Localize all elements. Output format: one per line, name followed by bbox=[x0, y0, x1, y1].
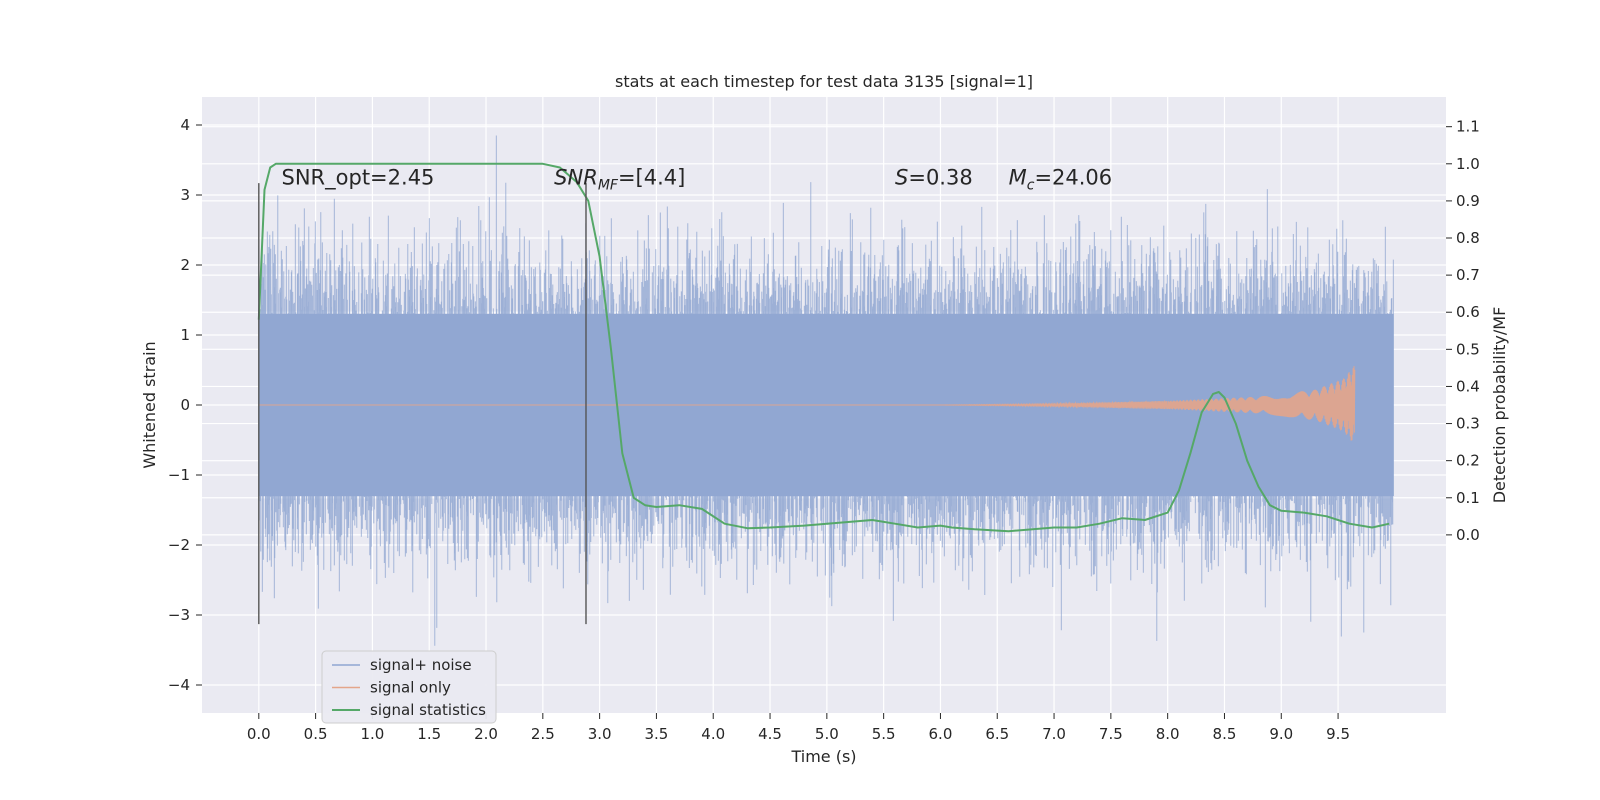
x-tick-label: 1.0 bbox=[360, 725, 384, 743]
y-right-tick-label: 0.2 bbox=[1456, 452, 1480, 470]
annotation-part: =24.06 bbox=[1034, 166, 1112, 190]
signal-only-series bbox=[258, 366, 1356, 441]
x-tick-label: 3.5 bbox=[644, 725, 668, 743]
x-tick-label: 2.5 bbox=[531, 725, 555, 743]
legend-label: signal only bbox=[370, 679, 451, 697]
y-right-tick-label: 0.9 bbox=[1456, 192, 1480, 210]
y-right-tick-label: 0.1 bbox=[1456, 489, 1480, 507]
annotation-text: Mc=24.06 bbox=[1009, 166, 1113, 194]
annotation-part: SNR_opt=2.45 bbox=[282, 166, 435, 191]
x-tick-label: 0.0 bbox=[247, 725, 271, 743]
x-tick-label: 8.0 bbox=[1156, 725, 1180, 743]
chart-title: stats at each timestep for test data 313… bbox=[615, 72, 1033, 91]
legend: signal+ noise signal only signal statistic… bbox=[321, 650, 497, 724]
legend-label: signal+ noise bbox=[370, 656, 472, 674]
y-right-tick-label: 0.6 bbox=[1456, 303, 1480, 321]
annotation-part: =0.38 bbox=[908, 166, 972, 190]
x-tick-label: 0.5 bbox=[304, 725, 328, 743]
annotation-part: MF bbox=[598, 178, 619, 194]
x-tick-label: 6.0 bbox=[929, 725, 953, 743]
x-tick-label: 8.5 bbox=[1213, 725, 1237, 743]
y-tick-label: 2 bbox=[180, 256, 190, 274]
x-tick-label: 9.5 bbox=[1326, 725, 1350, 743]
y-tick-label: 3 bbox=[180, 186, 190, 204]
annotation-text: SNR_opt=2.45 bbox=[282, 166, 435, 191]
y-tick-label: 4 bbox=[180, 116, 190, 134]
x-axis-label: Time (s) bbox=[790, 747, 856, 766]
y-right-tick-label: 0.8 bbox=[1456, 229, 1480, 247]
x-tick-label: 5.0 bbox=[815, 725, 839, 743]
x-tick-label: 1.5 bbox=[417, 725, 441, 743]
annotation-part: SNR bbox=[554, 166, 598, 190]
vertical-lines bbox=[258, 183, 587, 625]
x-tick-label: 9.0 bbox=[1269, 725, 1293, 743]
x-tick-label: 4.0 bbox=[701, 725, 725, 743]
tick-labels: 0.0 0.5 1.0 1.5 2.0 2.5 3.0 3.5 4.0 4.5 5.0 5.5 6.0 6… bbox=[168, 116, 1480, 743]
x-tick-label: 6.5 bbox=[985, 725, 1009, 743]
y-right-tick-label: 1.1 bbox=[1456, 118, 1480, 136]
x-tick-label: 7.5 bbox=[1099, 725, 1123, 743]
y-right-tick-label: 0.7 bbox=[1456, 266, 1480, 284]
annotation-part: M bbox=[1009, 166, 1027, 190]
x-tick-label: 5.5 bbox=[872, 725, 896, 743]
series-layer bbox=[257, 135, 1394, 646]
y-right-tick-label: 0.3 bbox=[1456, 415, 1480, 433]
y-axis-right-label: Detection probability/MF bbox=[1490, 307, 1509, 504]
annotation-text: SNRMF=[4.4] bbox=[554, 166, 685, 194]
annotation-part: c bbox=[1027, 178, 1035, 194]
x-tick-label: 3.0 bbox=[588, 725, 612, 743]
y-right-tick-label: 0.4 bbox=[1456, 377, 1480, 395]
y-right-tick-label: 0.5 bbox=[1456, 340, 1480, 358]
y-axis-label: Whitened strain bbox=[140, 341, 159, 468]
y-tick-label: 0 bbox=[180, 396, 190, 414]
annotation-part: =[4.4] bbox=[618, 166, 685, 190]
legend-label: signal statistics bbox=[370, 701, 486, 719]
x-tick-label: 7.0 bbox=[1042, 725, 1066, 743]
x-tick-label: 2.0 bbox=[474, 725, 498, 743]
y-tick-label: 1 bbox=[180, 326, 190, 344]
y-right-tick-label: 0.0 bbox=[1456, 526, 1480, 544]
annotation-part: S bbox=[895, 166, 908, 190]
legend-box bbox=[321, 650, 497, 724]
y-tick-label: −1 bbox=[168, 466, 190, 484]
y-tick-label: −3 bbox=[168, 606, 190, 624]
annotations: SNR_opt=2.45 SNRMF=[4.4] S=0.38 Mc=24.06 bbox=[282, 166, 1113, 194]
y-tick-label: −4 bbox=[168, 676, 190, 694]
y-right-tick-label: 1.0 bbox=[1456, 155, 1480, 173]
x-tick-label: 4.5 bbox=[758, 725, 782, 743]
y-tick-label: −2 bbox=[168, 536, 190, 554]
signal-statistics-series bbox=[257, 162, 1390, 533]
annotation-text: S=0.38 bbox=[895, 166, 973, 190]
